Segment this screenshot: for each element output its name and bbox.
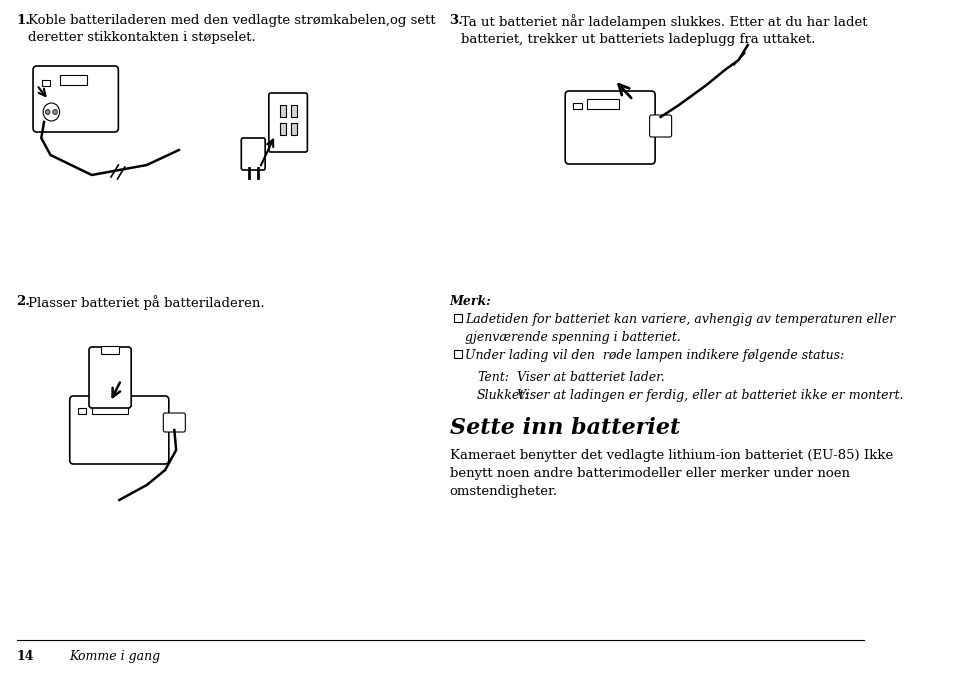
Text: Plasser batteriet på batteriladeren.: Plasser batteriet på batteriladeren. [28, 295, 264, 310]
FancyBboxPatch shape [565, 91, 655, 164]
Bar [101, 346, 119, 354]
Bar [291, 123, 298, 135]
Text: 14: 14 [16, 650, 34, 663]
Bar [280, 105, 286, 117]
Text: Koble batteriladeren med den vedlagte strømkabelen,og sett
deretter stikkontakte: Koble batteriladeren med den vedlagte st… [28, 14, 435, 44]
Bar [42, 80, 51, 86]
Text: Ta ut batteriet når ladelampen slukkes. Etter at du har ladet
batteriet, trekker: Ta ut batteriet når ladelampen slukkes. … [461, 14, 867, 46]
FancyBboxPatch shape [163, 413, 185, 432]
Text: Ladetiden for batteriet kan variere, avhengig av temperaturen eller
gjenværende : Ladetiden for batteriet kan variere, avh… [466, 313, 896, 344]
Bar [454, 314, 462, 322]
Bar [78, 408, 86, 414]
Bar [280, 123, 286, 135]
Text: Sette inn batteriet: Sette inn batteriet [449, 417, 680, 439]
Text: Under lading vil den  røde lampen indikere følgende status:: Under lading vil den røde lampen indiker… [466, 349, 845, 362]
FancyBboxPatch shape [89, 347, 132, 408]
Text: 2.: 2. [16, 295, 31, 308]
Bar [60, 75, 87, 85]
Text: Tent:: Tent: [477, 371, 509, 384]
FancyBboxPatch shape [650, 115, 672, 137]
Bar [454, 350, 462, 358]
Text: Viser at ladingen er ferdig, eller at batteriet ikke er montert.: Viser at ladingen er ferdig, eller at ba… [516, 389, 903, 402]
Text: Viser at batteriet lader.: Viser at batteriet lader. [516, 371, 664, 384]
Bar [573, 103, 582, 109]
FancyBboxPatch shape [269, 93, 307, 152]
Text: 1.: 1. [16, 14, 31, 27]
Text: Merk:: Merk: [449, 295, 492, 308]
FancyBboxPatch shape [33, 66, 118, 132]
Bar [291, 105, 298, 117]
FancyBboxPatch shape [241, 138, 265, 170]
Bar [588, 99, 619, 109]
Circle shape [45, 109, 50, 115]
Text: 3.: 3. [449, 14, 464, 27]
FancyBboxPatch shape [70, 396, 169, 464]
Circle shape [43, 103, 60, 121]
Text: Kameraet benytter det vedlagte lithium-ion batteriet (EU-85) Ikke
benytt noen an: Kameraet benytter det vedlagte lithium-i… [449, 449, 893, 498]
Text: Komme i gang: Komme i gang [69, 650, 160, 663]
Circle shape [53, 109, 58, 115]
Text: Slukket:: Slukket: [477, 389, 530, 402]
Bar [92, 404, 129, 414]
